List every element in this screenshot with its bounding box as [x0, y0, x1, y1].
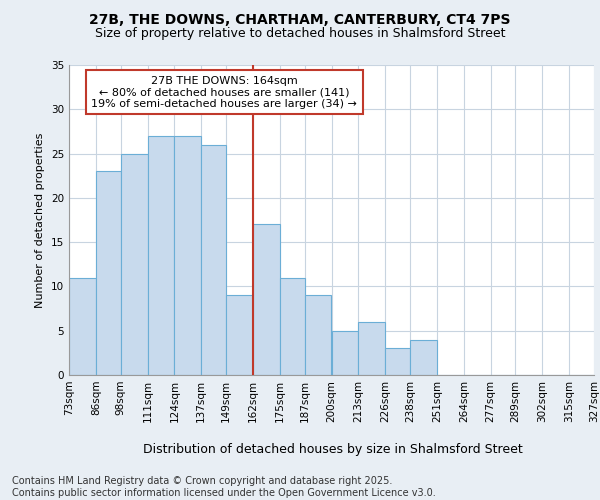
Bar [96, 172, 121, 375]
Bar [305, 296, 331, 375]
Text: Contains HM Land Registry data © Crown copyright and database right 2025.
Contai: Contains HM Land Registry data © Crown c… [12, 476, 436, 498]
Bar [69, 278, 96, 375]
Bar [253, 224, 280, 375]
Y-axis label: Number of detached properties: Number of detached properties [35, 132, 46, 308]
Text: 27B, THE DOWNS, CHARTHAM, CANTERBURY, CT4 7PS: 27B, THE DOWNS, CHARTHAM, CANTERBURY, CT… [89, 12, 511, 26]
Bar [358, 322, 385, 375]
Bar [385, 348, 410, 375]
Bar [201, 144, 226, 375]
Bar [175, 136, 201, 375]
Text: 27B THE DOWNS: 164sqm
← 80% of detached houses are smaller (141)
19% of semi-det: 27B THE DOWNS: 164sqm ← 80% of detached … [91, 76, 357, 109]
Text: Distribution of detached houses by size in Shalmsford Street: Distribution of detached houses by size … [143, 442, 523, 456]
Bar [148, 136, 175, 375]
Bar [226, 296, 253, 375]
Bar [121, 154, 148, 375]
Bar [280, 278, 305, 375]
Text: Size of property relative to detached houses in Shalmsford Street: Size of property relative to detached ho… [95, 28, 505, 40]
Bar [410, 340, 437, 375]
Bar [331, 330, 358, 375]
